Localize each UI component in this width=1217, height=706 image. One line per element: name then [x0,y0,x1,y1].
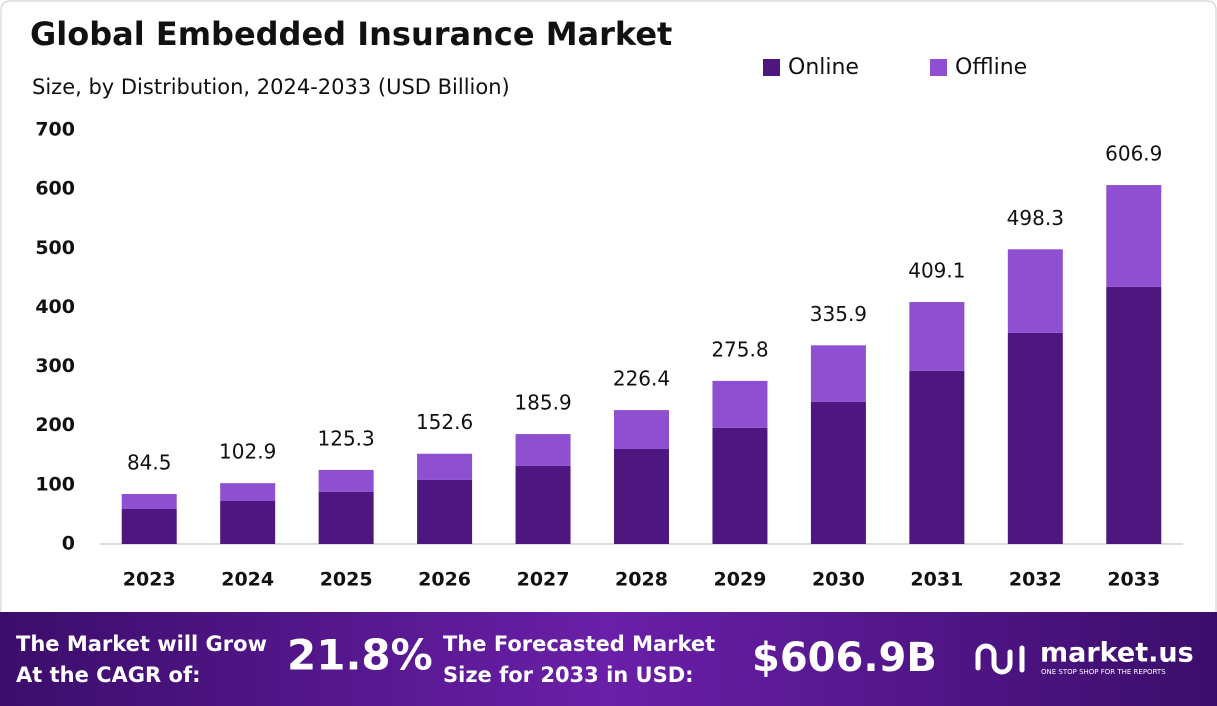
x-tick-label: 2032 [1009,569,1062,591]
bar-segment [318,469,374,492]
x-tick-label: 2024 [221,569,274,591]
total-label: 185.9 [514,391,571,415]
bar-segment [318,491,374,544]
y-tick-label: 300 [35,355,75,377]
footer-text: Size for 2033 in USD: [443,663,694,687]
bar-segment [515,465,571,544]
chart-subtitle: Size, by Distribution, 2024-2033 (USD Bi… [32,75,510,99]
chart-title: Global Embedded Insurance Market [30,15,672,53]
bar-segment [220,501,276,544]
x-tick-label: 2033 [1107,569,1160,591]
y-tick-label: 500 [35,237,75,259]
footer-cagr: 21.8% [287,631,433,680]
legend-swatch [930,59,947,76]
total-label: 409.1 [908,259,965,283]
total-label: 275.8 [711,337,768,361]
x-tick-label: 2023 [123,569,176,591]
x-tick-label: 2027 [517,569,570,591]
y-tick-label: 400 [35,296,75,318]
x-tick-label: 2026 [418,569,471,591]
x-tick-label: 2028 [615,569,668,591]
legend-label: Offline [955,55,1027,80]
bar-segment [1106,185,1162,287]
brand-icon [975,643,1025,675]
y-tick-label: 100 [35,473,75,495]
bar-segment [909,302,965,371]
footer-text: At the CAGR of: [16,663,201,687]
x-tick-label: 2031 [910,569,963,591]
total-label: 84.5 [127,451,172,475]
x-tick-label: 2029 [714,569,767,591]
bar-segment [712,380,768,428]
bar-segment [810,345,866,402]
y-tick-label: 600 [35,178,75,200]
bar-segment [909,370,965,544]
total-label: 606.9 [1105,142,1162,166]
footer-band [0,612,1217,706]
y-tick-label: 0 [62,533,75,555]
bar-segment [417,479,473,544]
total-label: 226.4 [613,367,670,391]
bar-segment [614,448,669,544]
bar-segment [712,427,768,544]
total-label: 498.3 [1007,206,1064,230]
bar-segment [614,410,669,449]
bar-segment [515,434,571,466]
legend-label: Online [788,55,859,80]
total-label: 125.3 [318,426,375,450]
bar-segment [121,494,177,509]
total-label: 102.9 [219,440,276,464]
total-label: 152.6 [416,410,473,434]
total-label: 335.9 [810,302,867,326]
footer-text: The Market will Grow [16,632,267,656]
bar-segment [417,453,473,480]
x-tick-label: 2030 [812,569,865,591]
bar-segment [1007,249,1063,333]
footer-forecast: $606.9B [752,635,937,681]
bar-segment [121,508,177,544]
x-tick-label: 2025 [320,569,373,591]
brand-tagline: ONE STOP SHOP FOR THE REPORTS [1041,668,1166,676]
brand: market.us [1040,638,1194,669]
bar-segment [220,483,276,502]
legend-swatch [763,59,780,76]
bar-segment [1007,332,1063,544]
bar-segment [810,401,866,544]
y-tick-label: 700 [35,119,75,141]
footer-text: The Forecasted Market [443,632,715,656]
y-tick-label: 200 [35,414,75,436]
bar-segment [1106,286,1162,544]
